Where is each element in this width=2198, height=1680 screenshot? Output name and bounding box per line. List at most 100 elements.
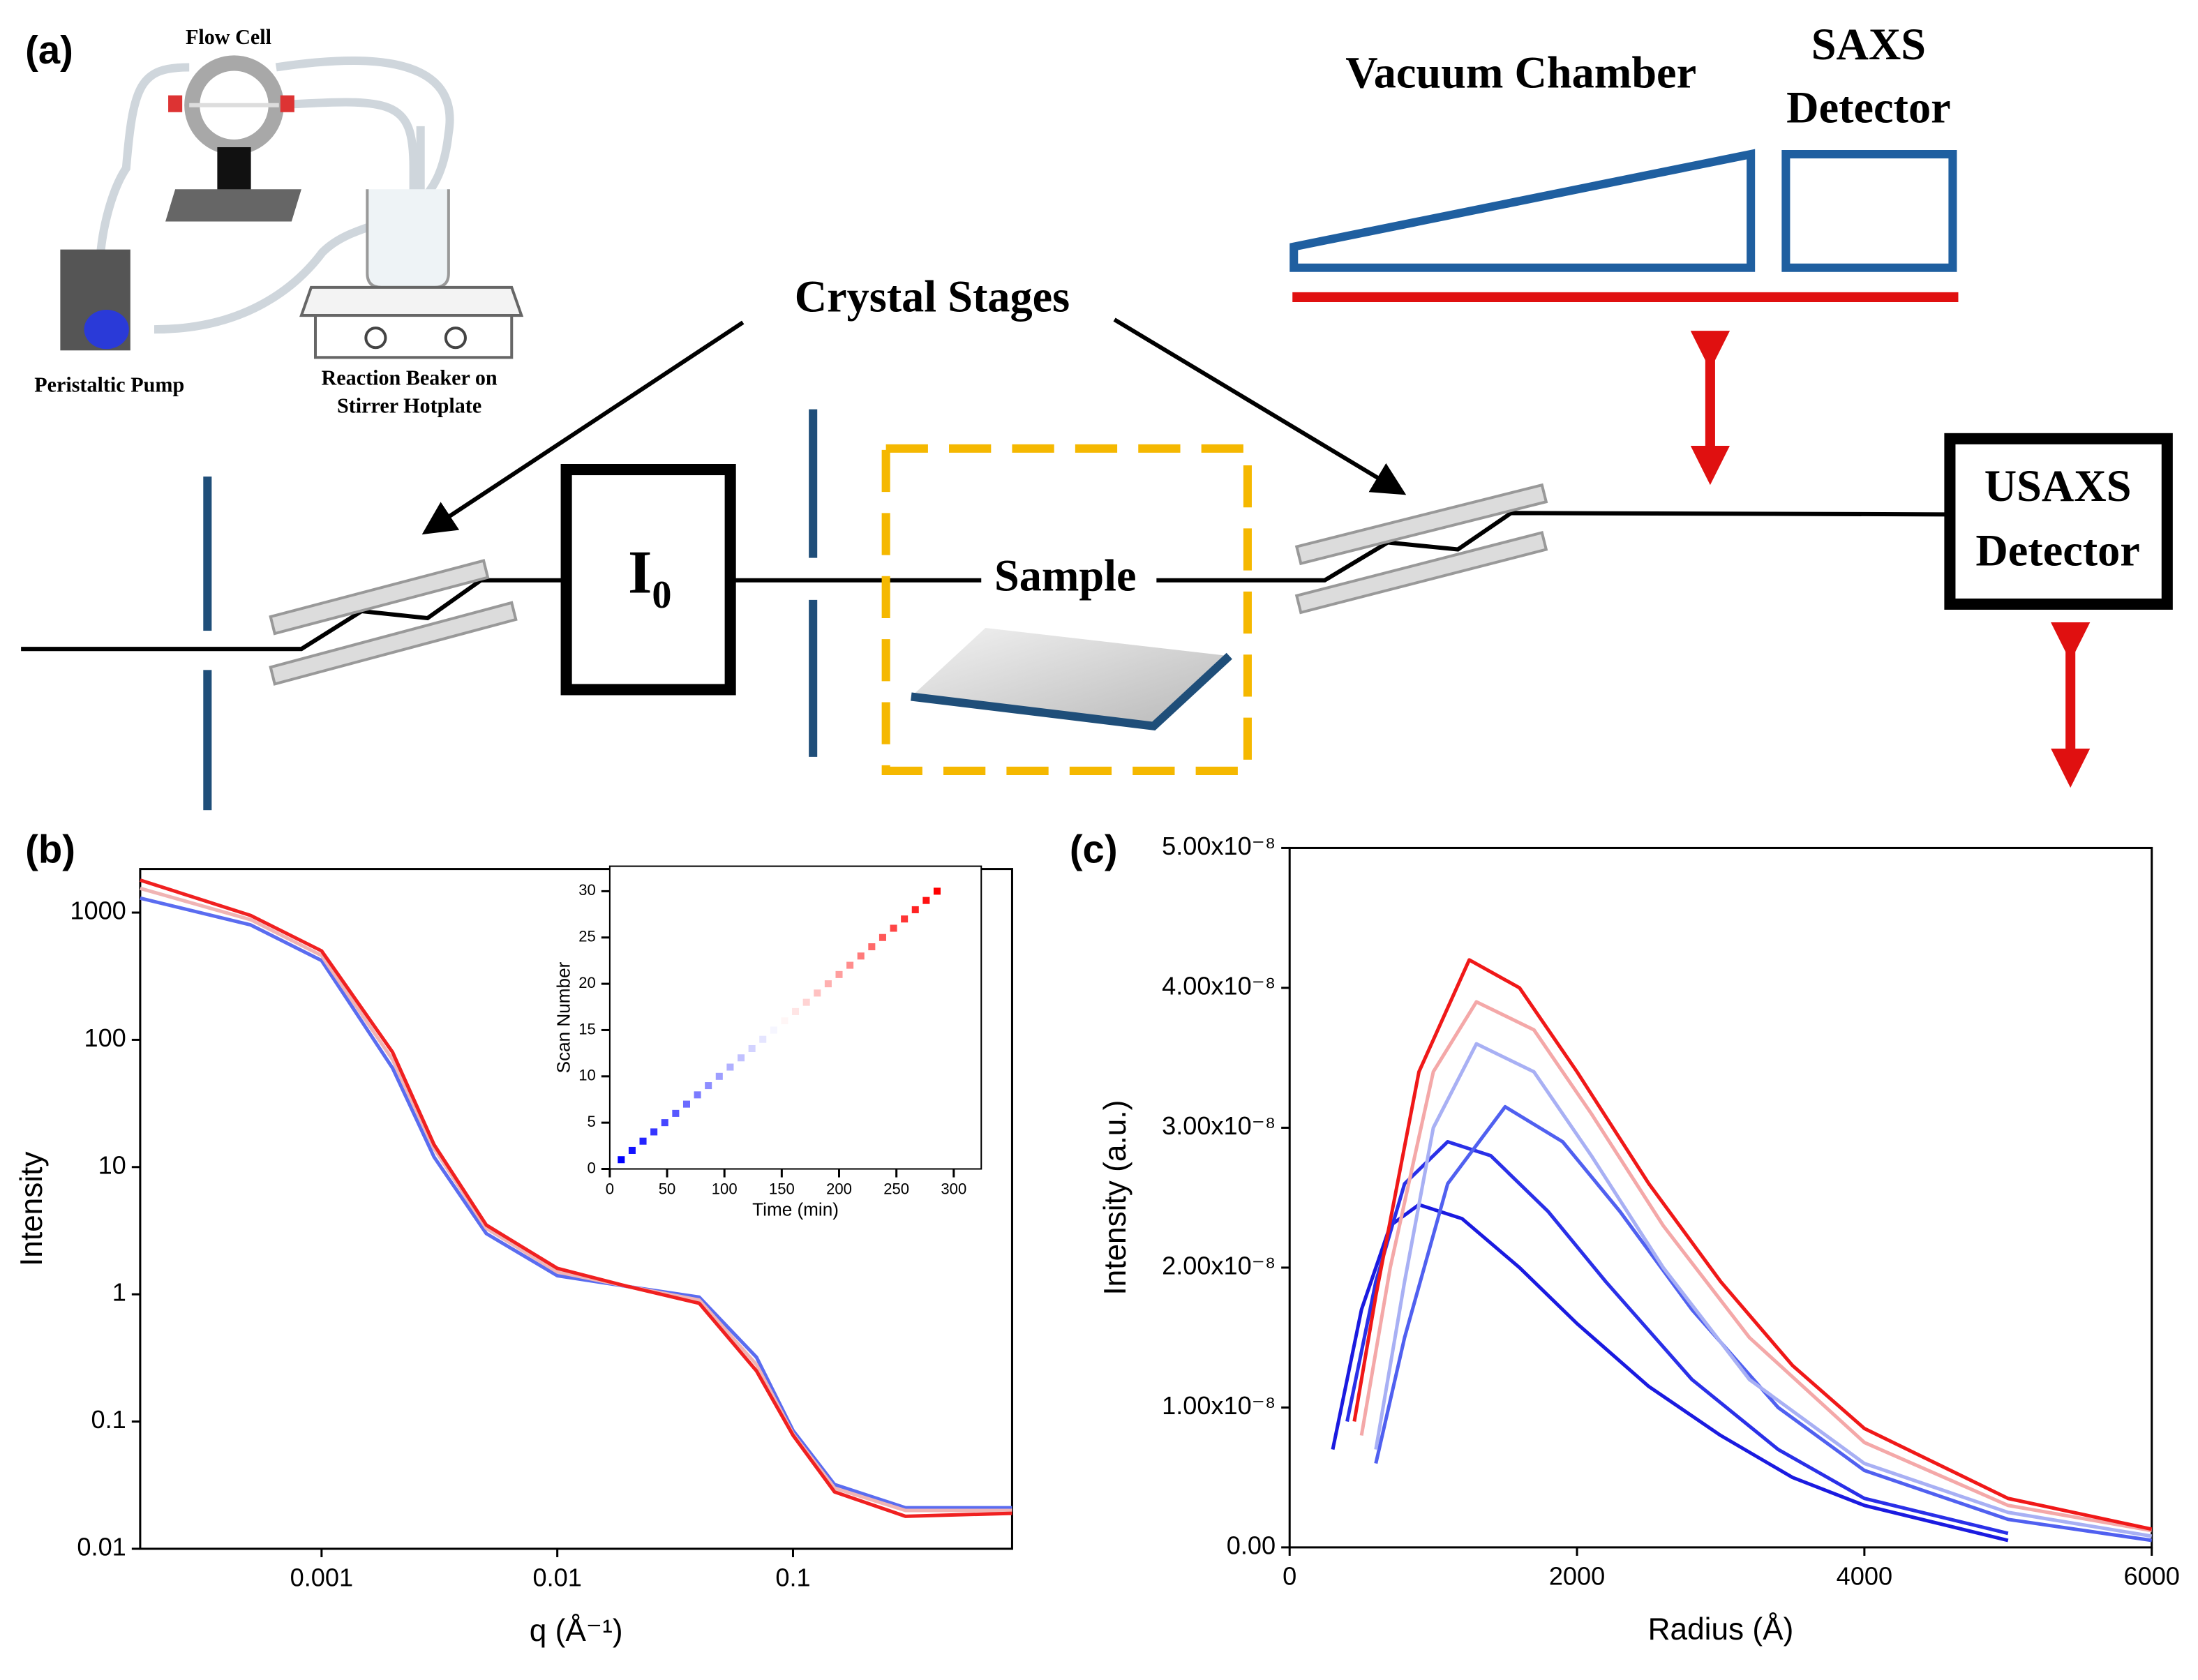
label: Sample (994, 550, 1137, 600)
x-tick-label: 0 (606, 1180, 614, 1197)
data-point (814, 989, 821, 997)
y-tick-label: 5 (588, 1113, 596, 1130)
x-tick-label: 250 (883, 1180, 909, 1197)
arrow (421, 320, 745, 535)
x-tick-label: 2000 (1549, 1562, 1605, 1591)
label: Detector (1786, 83, 1950, 133)
data-line (1352, 958, 2153, 1531)
x-tick-label: 150 (769, 1180, 795, 1197)
y-axis-label: Intensity (15, 1151, 49, 1266)
data-line (1359, 1000, 2153, 1533)
x-tick-label: 0 (1283, 1562, 1296, 1591)
x-tick-label: 0.001 (290, 1563, 353, 1592)
plot-frame (1288, 846, 2153, 1549)
data-point (748, 1044, 756, 1053)
label: Vacuum Chamber (1345, 47, 1696, 97)
label: Peristaltic Pump (34, 373, 184, 396)
x-axis-label: Time (min) (752, 1199, 839, 1220)
data-point (672, 1109, 680, 1117)
y-tick-label: 100 (84, 1023, 126, 1052)
y-tick-label: 3.00x10⁻⁸ (1162, 1111, 1276, 1140)
data-point (781, 1017, 788, 1025)
slit (203, 477, 212, 631)
label: SAXS (1811, 20, 1926, 69)
label: Detector (1975, 525, 2139, 575)
label: Stirrer Hotplate (337, 394, 481, 418)
x-tick-label: 300 (941, 1180, 966, 1197)
y-tick-label: 25 (578, 928, 596, 945)
usaxs-detector (1944, 433, 2173, 610)
x-tick-label: 6000 (2123, 1562, 2179, 1591)
y-tick-label: 10 (578, 1067, 596, 1084)
crystal (269, 601, 518, 686)
x-tick-label: 0.01 (532, 1563, 581, 1592)
beam (1156, 511, 1949, 583)
crystal (1294, 530, 1548, 615)
data-point (911, 906, 919, 913)
i0: I (628, 539, 652, 607)
sample-edge (911, 652, 1232, 730)
label: Reaction Beaker on (322, 366, 498, 389)
i0-sub: 0 (652, 573, 671, 617)
i0-box (560, 464, 736, 696)
saxs-detector (1781, 150, 1957, 272)
data-point (628, 1146, 636, 1154)
data-point (824, 980, 832, 988)
data-point (868, 943, 876, 951)
y-tick-label: 30 (578, 881, 596, 899)
data-point (661, 1119, 668, 1127)
y-tick-label: 0.1 (91, 1405, 126, 1434)
data-point (639, 1137, 647, 1145)
inset-background (609, 866, 982, 1169)
data-point (901, 915, 909, 923)
data-line (1374, 1104, 2153, 1543)
slit (203, 670, 212, 811)
hotplate-top (299, 285, 524, 317)
data-line (1331, 1203, 2009, 1543)
y-tick-label: 1000 (70, 897, 126, 925)
hotplate (314, 314, 514, 359)
beaker (366, 189, 450, 289)
x-tick-label: 0.1 (775, 1563, 810, 1592)
panel-label: (a) (25, 28, 73, 72)
plot-frame (608, 865, 982, 1170)
diagram: (a) Flow Cell Peristaltic Pump Reaction … (21, 20, 2173, 811)
panel-label: (c) (1070, 827, 1118, 871)
x-tick-label: 100 (712, 1180, 738, 1197)
data-point (879, 933, 886, 941)
fitting (280, 95, 294, 112)
sample-plate (911, 628, 1229, 726)
y-axis-label: Scan Number (553, 961, 574, 1073)
slit (809, 599, 818, 757)
vacuum-chamber (1289, 149, 1756, 272)
y-tick-label: 5.00x10⁻⁸ (1162, 832, 1276, 860)
data-point (922, 897, 930, 904)
label: Flow Cell (186, 25, 271, 49)
data-point (694, 1091, 701, 1099)
i0-label: I0 (628, 539, 672, 617)
data-line (140, 896, 1012, 1510)
data-point (890, 924, 897, 932)
data-point (682, 1100, 690, 1108)
data-point (759, 1035, 767, 1043)
y-tick-label: 2.00x10⁻⁸ (1162, 1251, 1276, 1280)
label: Crystal Stages (795, 272, 1070, 322)
beam (21, 578, 564, 652)
y-tick-label: 10 (98, 1150, 126, 1179)
data-point (792, 1007, 800, 1015)
y-tick-label: 0.01 (77, 1532, 126, 1561)
y-axis-label: Intensity (a.u.) (1098, 1100, 1132, 1296)
fitting (168, 95, 183, 112)
x-axis-label: q (Å⁻¹) (530, 1614, 623, 1648)
slit (809, 409, 818, 558)
data-point (715, 1072, 723, 1080)
y-tick-label: 20 (578, 974, 596, 991)
data-point (857, 952, 865, 960)
label: USAXS (1984, 461, 2132, 511)
y-tick-label: 1 (112, 1278, 126, 1307)
data-point (737, 1054, 745, 1062)
y-tick-label: 0.00 (1227, 1531, 1276, 1559)
data-point (618, 1156, 625, 1164)
y-tick-label: 0 (588, 1159, 596, 1176)
data-point (705, 1082, 712, 1090)
